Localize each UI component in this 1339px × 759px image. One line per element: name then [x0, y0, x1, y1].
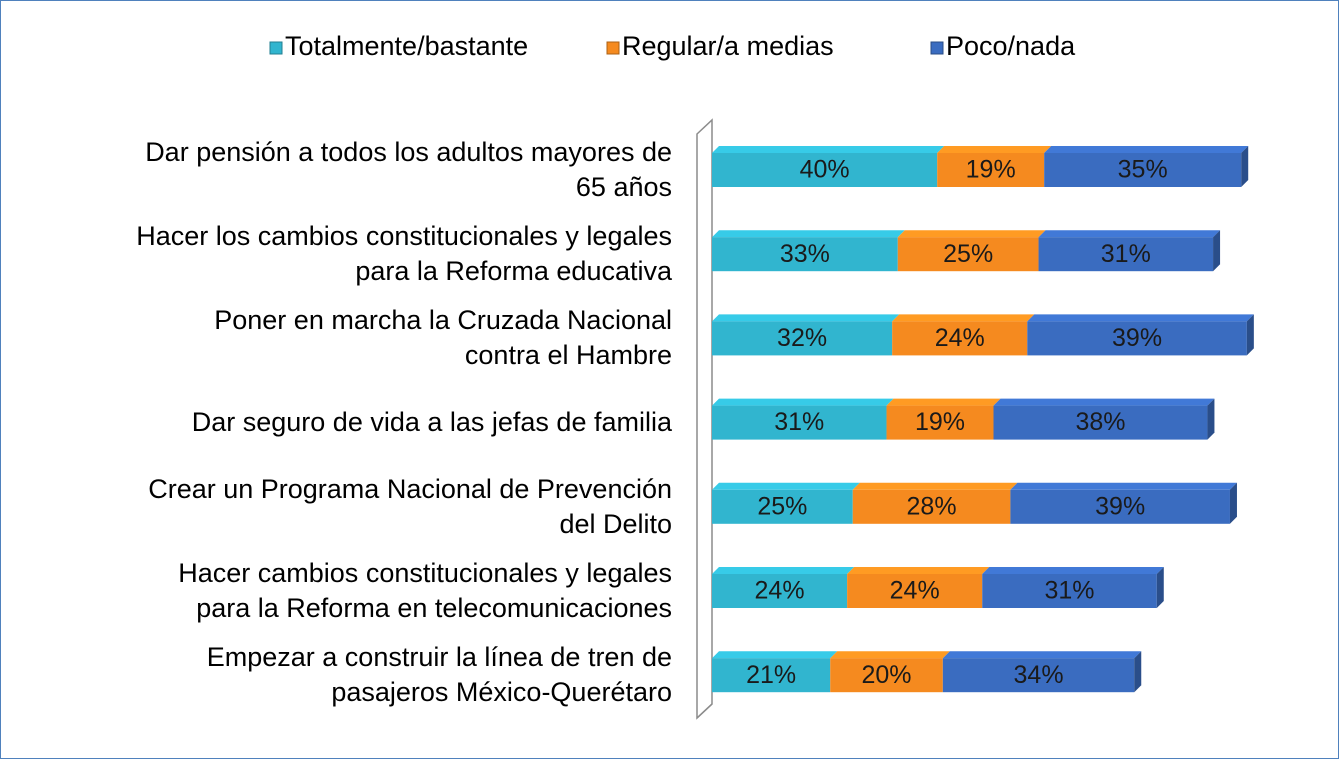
- legend-label: Regular/a medias: [622, 31, 834, 61]
- value-label: 25%: [943, 240, 993, 268]
- value-label: 31%: [1044, 577, 1094, 605]
- bar: [712, 574, 848, 608]
- bar-top: [942, 651, 1142, 659]
- value-label: 32%: [777, 324, 827, 352]
- value-label: 19%: [966, 156, 1016, 184]
- value-label: 31%: [774, 408, 824, 436]
- bar: [892, 321, 1028, 356]
- category-label: Hacer los cambios constitucionales y leg…: [136, 221, 672, 287]
- bar-side: [1207, 398, 1215, 440]
- bar: [712, 489, 853, 524]
- value-label: 34%: [1014, 661, 1064, 689]
- bar-top: [712, 230, 905, 238]
- bar: [712, 237, 898, 272]
- legend-label: Poco/nada: [946, 31, 1076, 61]
- value-label: 38%: [1075, 408, 1125, 436]
- bar-top: [1027, 314, 1254, 322]
- bar-side: [1213, 230, 1221, 272]
- bar: [937, 153, 1045, 187]
- bar: [1010, 489, 1230, 524]
- bar-top: [712, 146, 945, 153]
- bar-top: [712, 567, 855, 574]
- category-label: Crear un Programa Nacional de Prevención…: [148, 473, 672, 539]
- bar: [897, 237, 1039, 272]
- bar-side: [1156, 567, 1164, 608]
- value-label: 20%: [862, 661, 912, 689]
- bar: [993, 405, 1208, 440]
- value-label: 24%: [890, 577, 940, 605]
- bar: [852, 489, 1011, 524]
- bar-top: [1038, 230, 1221, 238]
- bar-top: [1010, 482, 1237, 490]
- bar-top: [712, 482, 860, 490]
- legend-marker: [930, 41, 944, 55]
- legend-marker: [606, 41, 620, 55]
- value-label: 35%: [1118, 156, 1168, 184]
- value-label: 19%: [915, 408, 965, 436]
- value-label: 39%: [1112, 324, 1162, 352]
- bar-side: [1229, 482, 1237, 524]
- bar: [830, 658, 943, 693]
- category-label: Dar seguro de vida a las jefas de famili…: [191, 407, 672, 438]
- value-label: 24%: [935, 324, 985, 352]
- legend-marker: [269, 41, 283, 55]
- bar: [712, 321, 893, 356]
- value-label: 39%: [1095, 492, 1145, 520]
- bar: [712, 658, 831, 693]
- bar: [982, 574, 1157, 608]
- bar-top: [982, 567, 1164, 574]
- bar-side: [1246, 314, 1254, 356]
- category-label: Dar pensión a todos los adultos mayores …: [145, 137, 672, 202]
- value-label: 40%: [800, 156, 850, 184]
- bar: [712, 153, 938, 187]
- bar-top: [830, 651, 950, 659]
- back-wall: [696, 118, 713, 720]
- value-label: 25%: [757, 492, 807, 520]
- bar: [1044, 153, 1242, 187]
- value-label: 28%: [907, 492, 957, 520]
- value-label: 31%: [1101, 240, 1151, 268]
- bar-top: [712, 314, 900, 322]
- bar-top: [897, 230, 1046, 238]
- bar: [1027, 321, 1247, 356]
- bar: [1038, 237, 1214, 272]
- category-label: Poner en marcha la Cruzada Nacional cont…: [214, 305, 672, 371]
- legend-label: Totalmente/bastante: [285, 31, 528, 61]
- value-label: 24%: [755, 577, 805, 605]
- bar: [847, 574, 983, 608]
- bar: [886, 405, 994, 440]
- bar: [712, 405, 887, 440]
- bar-top: [712, 651, 838, 659]
- value-label: 33%: [780, 240, 830, 268]
- bar-top: [847, 567, 990, 574]
- bar-top: [937, 146, 1052, 153]
- bar-top: [886, 398, 1001, 406]
- bar-top: [712, 398, 894, 406]
- bar-top: [892, 314, 1035, 322]
- bar-top: [993, 398, 1215, 406]
- bar: [942, 658, 1135, 693]
- value-label: 21%: [746, 661, 796, 689]
- category-label: Empezar a construir la línea de tren de …: [206, 642, 672, 708]
- bar-side: [1241, 146, 1249, 187]
- bar-side: [1134, 651, 1142, 693]
- category-label: Hacer cambios constitucionales y legales…: [178, 558, 672, 623]
- floor: [696, 703, 713, 719]
- bar-top: [1044, 146, 1249, 153]
- bar-top: [852, 482, 1018, 490]
